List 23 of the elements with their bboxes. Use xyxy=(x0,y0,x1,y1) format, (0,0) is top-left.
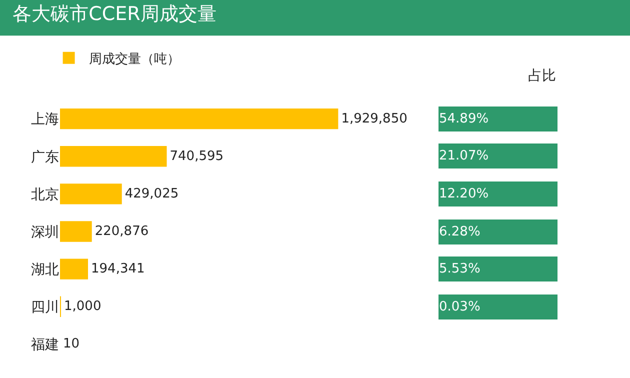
y-tick-label: 广东 xyxy=(31,149,59,166)
data-label: 1,929,850 xyxy=(341,111,408,126)
data-label: 1,000 xyxy=(64,299,102,314)
data-label: 740,595 xyxy=(170,148,224,164)
y-tick-label: 湖北 xyxy=(31,262,59,278)
y-tick-label: 深圳 xyxy=(31,224,59,240)
data-label: 220,876 xyxy=(94,224,149,239)
chart-title: 各大碳市CCER周成交量 xyxy=(12,2,216,25)
data-label: 429,025 xyxy=(124,186,179,202)
text: 6.28% xyxy=(439,224,480,240)
y-tick-label: 四川 xyxy=(31,300,59,316)
legend-label: 周成交量（吨） xyxy=(88,50,180,67)
data-label: 10 xyxy=(63,336,80,352)
text: 5.53% xyxy=(439,262,480,276)
y-tick-label: 北京 xyxy=(31,186,59,203)
data-label: 194,341 xyxy=(91,262,145,277)
y-tick-label: 福建 xyxy=(31,337,59,354)
text: 0.03% xyxy=(439,300,480,314)
text: 54.89% xyxy=(439,112,489,126)
text: 21.07% xyxy=(439,148,489,164)
text: 12.20% xyxy=(439,186,489,202)
text: 占比 xyxy=(528,68,556,84)
y-tick-label: 上海 xyxy=(31,112,59,128)
